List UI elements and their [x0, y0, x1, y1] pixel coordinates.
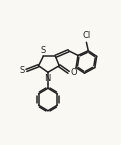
Text: N: N: [44, 74, 51, 83]
Text: S: S: [19, 66, 24, 75]
Text: S: S: [40, 46, 45, 55]
Text: Cl: Cl: [82, 31, 91, 40]
Text: O: O: [70, 68, 77, 77]
